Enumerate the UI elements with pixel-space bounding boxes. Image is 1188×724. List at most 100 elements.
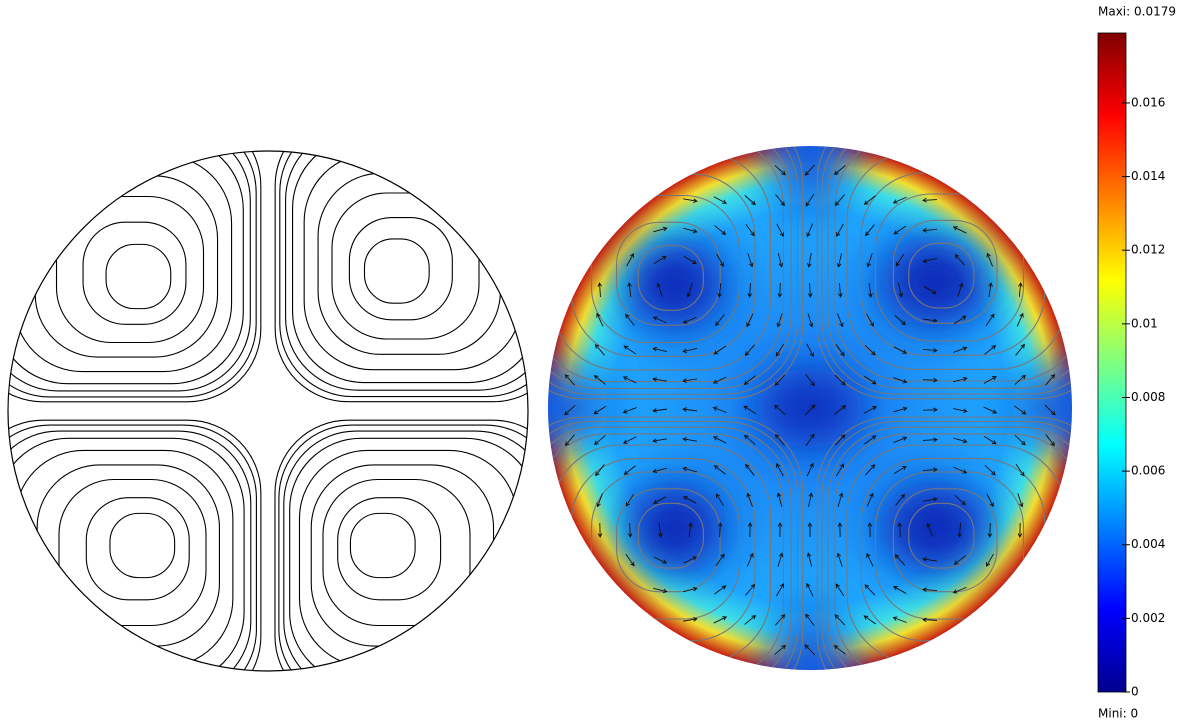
colorbar-tick-label: 0.008 bbox=[1131, 390, 1165, 404]
velocity-arrow bbox=[713, 465, 726, 475]
streamline bbox=[834, 433, 1072, 670]
velocity-arrow bbox=[893, 346, 908, 354]
velocity-arrow bbox=[892, 196, 907, 204]
velocity-arrow bbox=[622, 436, 637, 444]
velocity-arrow bbox=[984, 345, 997, 355]
streamline bbox=[8, 151, 262, 403]
velocity-arrow bbox=[564, 434, 575, 447]
velocity-arrow bbox=[653, 587, 668, 594]
velocity-arrow bbox=[597, 522, 603, 538]
velocity-arrow bbox=[894, 554, 906, 566]
streamline bbox=[821, 146, 1072, 395]
streamline bbox=[816, 146, 1072, 400]
velocity-arrow bbox=[863, 375, 877, 385]
velocity-arrow bbox=[743, 375, 756, 385]
velocity-arrow bbox=[867, 522, 873, 538]
streamline bbox=[908, 502, 975, 569]
velocity-arrow bbox=[983, 406, 998, 414]
velocity-arrow bbox=[777, 282, 783, 298]
velocity-arrow bbox=[837, 492, 844, 507]
streamline bbox=[637, 245, 704, 311]
velocity-arrow bbox=[682, 437, 697, 442]
velocity-arrow bbox=[985, 313, 995, 327]
velocity-arrow bbox=[834, 614, 846, 626]
velocity-arrow bbox=[806, 462, 814, 477]
velocity-arrow bbox=[953, 315, 967, 325]
velocity-arrow bbox=[627, 282, 632, 298]
velocity-arrow bbox=[807, 313, 814, 328]
streamline bbox=[548, 146, 792, 390]
velocity-arrow bbox=[623, 465, 636, 475]
velocity-arrow bbox=[894, 314, 906, 326]
velocity-arrow bbox=[682, 378, 697, 383]
streamline bbox=[349, 512, 416, 579]
streamline bbox=[274, 419, 528, 671]
colorbar-tick-label: 0.012 bbox=[1131, 243, 1165, 257]
velocity-arrow bbox=[952, 226, 967, 234]
velocity-arrow bbox=[564, 405, 576, 416]
velocity-arrow bbox=[683, 227, 698, 234]
streamline bbox=[331, 192, 480, 340]
velocity-arrow bbox=[1016, 312, 1024, 327]
velocity-arrow bbox=[1017, 493, 1024, 508]
velocity-arrow bbox=[717, 282, 722, 298]
streamline bbox=[36, 464, 220, 647]
velocity-arrow bbox=[682, 316, 697, 324]
velocity-arrow bbox=[1045, 434, 1055, 447]
velocity-arrow bbox=[805, 374, 815, 387]
streamline bbox=[289, 437, 528, 671]
velocity-arrow bbox=[597, 282, 603, 298]
velocity-arrow bbox=[682, 347, 697, 354]
velocity-arrow bbox=[836, 223, 844, 237]
streamline bbox=[590, 194, 741, 344]
velocity-arrow bbox=[834, 194, 845, 207]
velocity-arrow bbox=[836, 313, 844, 328]
velocity-arrow bbox=[715, 553, 725, 566]
colorbar-tick-label: 0.01 bbox=[1131, 316, 1158, 330]
velocity-arrow bbox=[682, 407, 698, 412]
velocity-arrow bbox=[866, 552, 874, 567]
streamline bbox=[892, 219, 998, 324]
velocity-arrow bbox=[893, 406, 908, 413]
velocity-arrow bbox=[834, 434, 846, 446]
velocity-arrow bbox=[953, 376, 968, 383]
velocity-arrow bbox=[715, 314, 725, 327]
streamline bbox=[548, 146, 784, 383]
streamline bbox=[8, 151, 244, 385]
velocity-arrow bbox=[775, 614, 786, 626]
velocity-arrow bbox=[953, 555, 966, 565]
velocity-arrow bbox=[923, 318, 938, 323]
velocity-arrow bbox=[1045, 373, 1056, 386]
colorbar bbox=[1097, 32, 1127, 693]
velocity-arrow bbox=[564, 374, 576, 386]
velocity-arrow bbox=[774, 644, 787, 655]
streamline bbox=[298, 449, 518, 668]
velocity-arrow bbox=[804, 404, 816, 416]
velocity-arrow bbox=[922, 467, 938, 472]
velocity-arrow bbox=[652, 408, 668, 413]
colorbar-min-label: Mini: 0 bbox=[1098, 707, 1138, 721]
velocity-arrow bbox=[922, 197, 938, 203]
velocity-arrow bbox=[593, 405, 607, 415]
velocity-arrow bbox=[776, 583, 785, 597]
streamline bbox=[8, 419, 262, 671]
velocity-arrow bbox=[893, 586, 907, 594]
streamline bbox=[834, 146, 1072, 382]
streamline bbox=[278, 424, 528, 671]
velocity-arrow bbox=[652, 346, 667, 353]
velocity-arrow bbox=[954, 254, 965, 266]
streamline bbox=[590, 471, 741, 620]
velocity-arrow bbox=[777, 552, 784, 567]
velocity-arrow bbox=[745, 463, 755, 476]
velocity-arrow bbox=[953, 437, 968, 444]
velocity-arrow bbox=[653, 496, 667, 504]
velocity-arrow bbox=[954, 495, 966, 506]
streamline bbox=[615, 488, 721, 593]
streamline bbox=[285, 151, 528, 391]
velocity-arrow bbox=[922, 407, 938, 413]
streamline bbox=[348, 217, 453, 321]
velocity-arrow bbox=[656, 282, 663, 297]
velocity-arrow bbox=[922, 557, 937, 562]
velocity-arrow bbox=[774, 164, 786, 176]
velocity-arrow bbox=[806, 223, 814, 238]
